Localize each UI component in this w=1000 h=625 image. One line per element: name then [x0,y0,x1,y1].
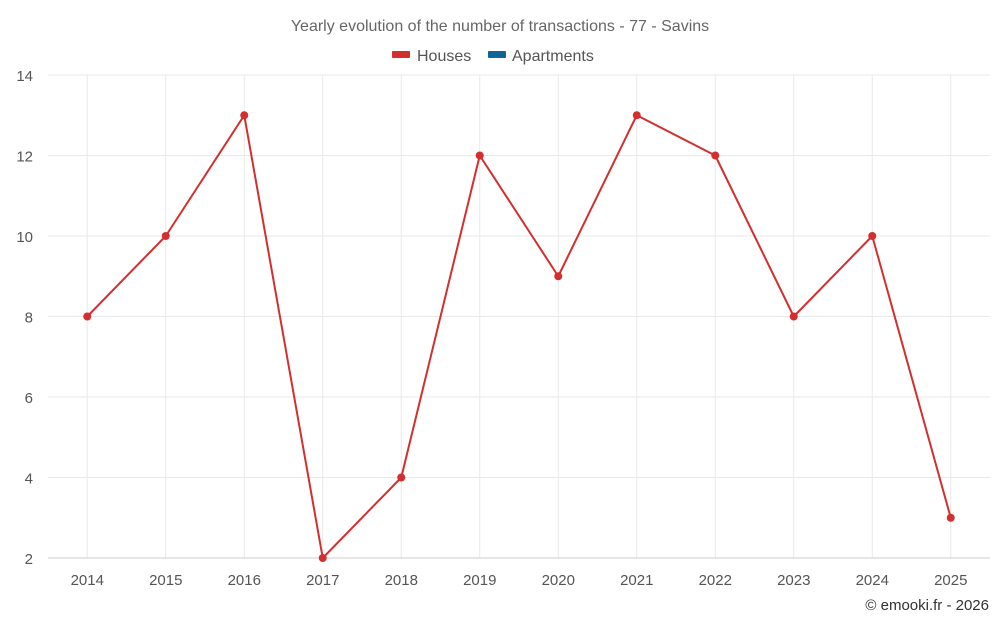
x-tick-label: 2018 [385,572,418,589]
data-point-2022[interactable] [711,151,720,160]
legend-label-apartments: Apartments [512,48,594,65]
legend-item-houses[interactable]: Houses [392,48,471,65]
x-tick-label: 2024 [856,572,889,589]
axes: 2 4 6 8 10 12 14 2014 2015 2016 2017 2018 2019 2020 20… [16,68,990,589]
legend-label-houses: Houses [417,48,471,65]
x-tick-label: 2014 [71,572,104,589]
data-point-2017[interactable] [318,554,327,562]
data-point-2023[interactable] [789,312,798,321]
x-tick-label: 2023 [777,572,810,589]
series-line-houses [86,114,952,559]
y-tick-label: 4 [25,471,33,488]
series-houses [83,111,955,562]
y-tick-label: 2 [25,551,33,568]
y-tick-label: 10 [16,229,33,246]
x-tick-label: 2017 [306,572,339,589]
credit-text: © emooki.fr - 2026 [865,597,989,614]
y-tick-label: 8 [25,310,33,327]
data-point-2014[interactable] [83,312,92,321]
x-tick-label: 2015 [149,572,182,589]
y-tick-label: 14 [16,68,33,85]
y-tick-label: 12 [16,149,33,166]
x-tick-label: 2021 [620,572,653,589]
data-point-2018[interactable] [397,473,406,482]
data-point-2016[interactable] [240,111,249,120]
x-tick-label: 2016 [228,572,261,589]
y-tick-label: 6 [25,390,33,407]
x-tick-label: 2022 [699,572,732,589]
x-tick-label: 2025 [934,572,967,589]
data-point-2015[interactable] [161,232,170,240]
legend-item-apartments[interactable]: Apartments [488,48,594,65]
x-tick-label: 2020 [542,572,575,589]
data-point-2020[interactable] [554,272,563,281]
x-tick-label: 2019 [463,572,496,589]
legend: Houses Apartments [392,48,594,65]
legend-swatch-houses [392,51,410,58]
grid [48,74,990,558]
data-point-2019[interactable] [475,151,484,160]
chart-title: Yearly evolution of the number of transa… [291,18,709,35]
data-point-2025[interactable] [946,513,955,522]
legend-swatch-apartments [488,51,506,58]
data-point-2021[interactable] [632,111,641,120]
data-point-2024[interactable] [868,232,877,240]
